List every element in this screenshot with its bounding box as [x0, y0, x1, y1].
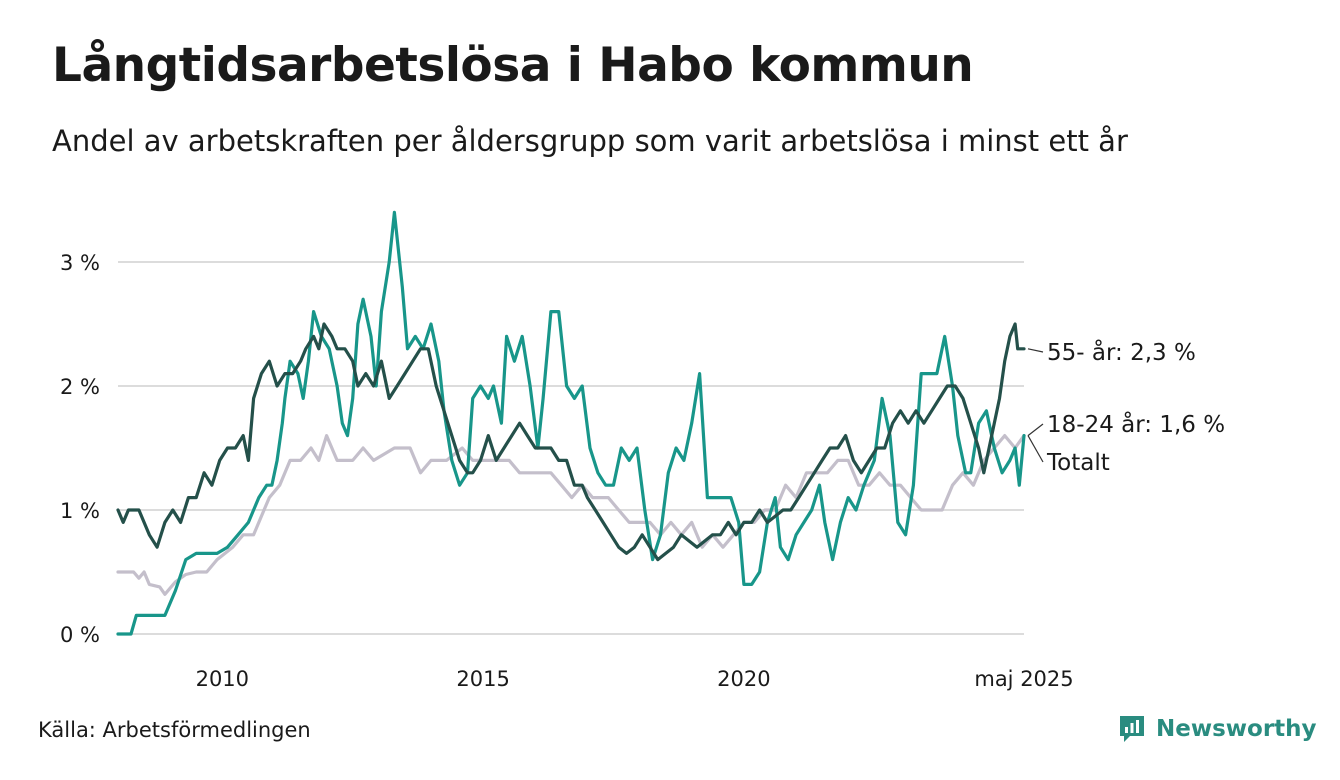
source-note: Källa: Arbetsförmedlingen: [38, 718, 311, 742]
brand-name: Newsworthy: [1156, 716, 1317, 742]
series-line: [116, 434, 1026, 596]
label-leader: [1027, 435, 1044, 463]
end-labels: Totalt 18-24 år: 1,6 % 55- år: 2,3 %: [1027, 338, 1225, 476]
series-end-label: 55- år: 2,3 %: [1047, 338, 1196, 366]
y-tick-label: 2 %: [60, 375, 100, 399]
x-tick-label: maj 2025: [974, 667, 1073, 691]
label-leader: [1027, 423, 1044, 437]
chart-title: Långtidsarbetslösa i Habo kommun: [52, 38, 974, 93]
series-end-label: Totalt: [1046, 450, 1110, 476]
series-line: [116, 210, 1026, 636]
line-chart: 0 % 1 % 2 % 3 % 2010 2015 2020 maj 2025 Totalt…: [60, 210, 1225, 691]
brand-logo[interactable]: Newsworthy: [1118, 713, 1317, 745]
series-end-label: 18-24 år: 1,6 %: [1047, 410, 1225, 438]
x-axis: 2010 2015 2020 maj 2025: [196, 667, 1074, 691]
x-tick-label: 2015: [456, 667, 509, 691]
gridlines: [118, 261, 1024, 635]
x-tick-label: 2010: [196, 667, 249, 691]
label-leader: [1027, 348, 1044, 353]
y-tick-label: 3 %: [60, 251, 100, 275]
series-lines: [116, 210, 1026, 636]
y-tick-label: 1 %: [60, 499, 100, 523]
chart-subtitle: Andel av arbetskraften per åldersgrupp s…: [52, 124, 1128, 158]
series-line: [116, 322, 1026, 562]
y-tick-label: 0 %: [60, 623, 100, 647]
y-axis: 0 % 1 % 2 % 3 %: [60, 251, 100, 647]
newsworthy-icon: [1120, 716, 1144, 742]
x-tick-label: 2020: [717, 667, 770, 691]
